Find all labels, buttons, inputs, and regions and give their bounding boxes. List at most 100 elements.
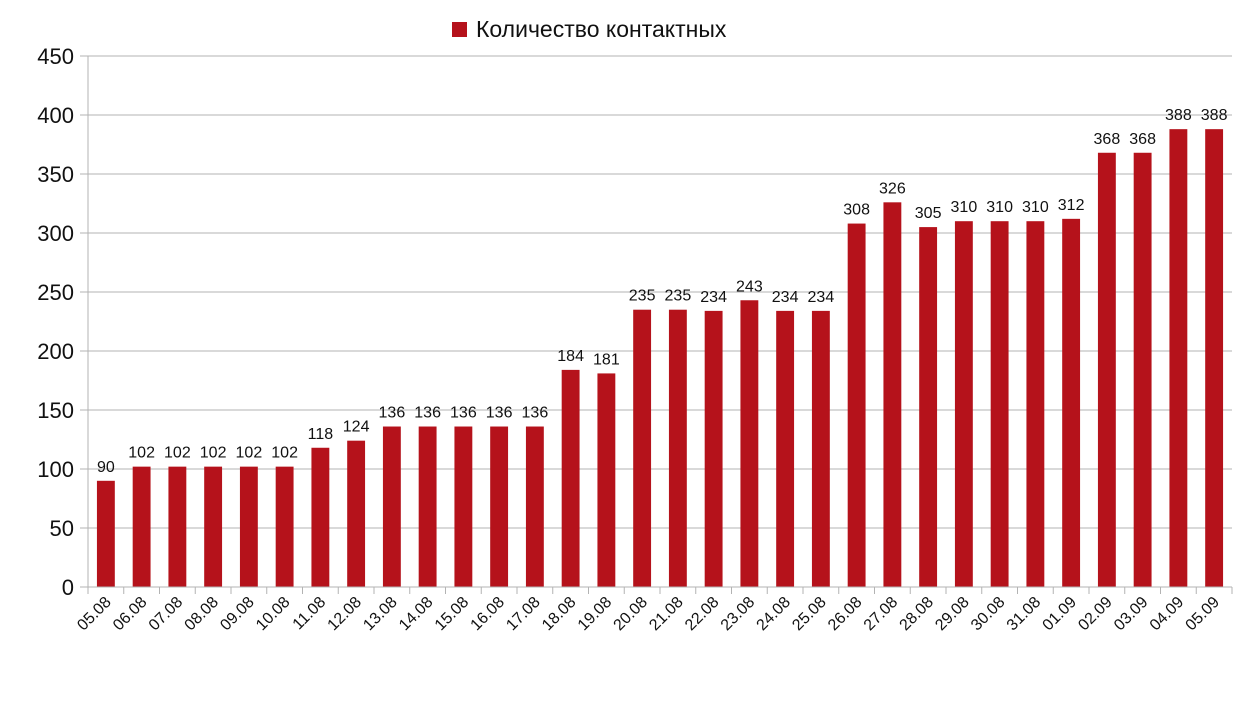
x-tick-label: 22.08 bbox=[682, 594, 722, 634]
bar bbox=[168, 466, 187, 587]
data-label: 310 bbox=[951, 199, 978, 216]
x-tick-label: 29.08 bbox=[932, 594, 972, 634]
bar bbox=[239, 466, 258, 587]
bar bbox=[561, 369, 580, 587]
data-label: 136 bbox=[486, 405, 513, 422]
y-tick-label: 100 bbox=[37, 457, 74, 482]
y-tick-label: 50 bbox=[50, 516, 74, 541]
data-label: 102 bbox=[128, 445, 155, 462]
data-label: 243 bbox=[736, 278, 763, 295]
legend-swatch bbox=[452, 22, 467, 37]
data-label: 234 bbox=[772, 289, 799, 306]
y-tick-label: 0 bbox=[62, 575, 74, 600]
bar bbox=[1062, 218, 1081, 587]
bar bbox=[132, 466, 151, 587]
x-tick-label: 25.08 bbox=[789, 594, 829, 634]
y-tick-label: 250 bbox=[37, 280, 74, 305]
x-tick-label: 17.08 bbox=[503, 594, 543, 634]
data-label: 102 bbox=[236, 445, 263, 462]
x-tick-label: 02.09 bbox=[1075, 594, 1115, 634]
bar bbox=[597, 373, 616, 587]
x-tick-label: 21.08 bbox=[646, 594, 686, 634]
bar bbox=[1133, 152, 1152, 587]
bar bbox=[96, 480, 115, 587]
data-label: 368 bbox=[1129, 131, 1156, 148]
y-tick-label: 300 bbox=[37, 221, 74, 246]
data-label: 184 bbox=[557, 348, 584, 365]
data-label: 136 bbox=[379, 405, 406, 422]
data-label: 136 bbox=[414, 405, 441, 422]
bar bbox=[1205, 129, 1224, 587]
x-tick-label: 10.08 bbox=[253, 594, 293, 634]
bar bbox=[525, 426, 544, 587]
data-label: 136 bbox=[522, 405, 549, 422]
bar bbox=[883, 202, 902, 587]
x-tick-label: 15.08 bbox=[432, 594, 472, 634]
data-label: 102 bbox=[164, 445, 191, 462]
legend-label: Количество контактных bbox=[476, 16, 727, 42]
x-tick-label: 11.08 bbox=[290, 594, 330, 634]
x-tick-label: 26.08 bbox=[825, 594, 865, 634]
x-tick-label: 20.08 bbox=[611, 594, 651, 634]
data-label: 310 bbox=[986, 199, 1013, 216]
bar bbox=[311, 447, 330, 587]
data-label: 90 bbox=[97, 459, 115, 476]
x-tick-label: 16.08 bbox=[468, 594, 508, 634]
data-label: 326 bbox=[879, 180, 906, 197]
x-tick-label: 19.08 bbox=[575, 594, 615, 634]
data-label: 388 bbox=[1165, 107, 1192, 124]
bar bbox=[990, 221, 1009, 587]
x-tick-label: 03.09 bbox=[1111, 594, 1151, 634]
bar bbox=[776, 310, 795, 587]
x-tick-label: 04.09 bbox=[1147, 594, 1187, 634]
y-tick-label: 350 bbox=[37, 162, 74, 187]
x-tick-label: 18.08 bbox=[539, 594, 579, 634]
x-tick-label: 05.08 bbox=[74, 594, 114, 634]
y-tick-label: 200 bbox=[37, 339, 74, 364]
data-label: 234 bbox=[808, 289, 835, 306]
data-label: 118 bbox=[308, 426, 334, 443]
bar bbox=[347, 440, 366, 587]
data-label: 310 bbox=[1022, 199, 1049, 216]
data-label: 235 bbox=[665, 288, 692, 305]
x-tick-label: 06.08 bbox=[110, 594, 150, 634]
bar bbox=[1026, 221, 1045, 587]
legend: Количество контактных bbox=[452, 18, 726, 41]
bar bbox=[418, 426, 437, 587]
x-tick-label: 05.09 bbox=[1183, 594, 1223, 634]
data-label: 368 bbox=[1094, 131, 1121, 148]
bar bbox=[1169, 129, 1188, 587]
x-tick-label: 13.08 bbox=[360, 594, 400, 634]
bar bbox=[454, 426, 473, 587]
x-tick-label: 27.08 bbox=[861, 594, 901, 634]
x-tick-label: 01.09 bbox=[1040, 594, 1080, 634]
x-tick-label: 30.08 bbox=[968, 594, 1008, 634]
bar bbox=[204, 466, 223, 587]
data-label: 312 bbox=[1058, 197, 1085, 214]
bar bbox=[668, 309, 687, 587]
x-tick-label: 24.08 bbox=[754, 594, 794, 634]
data-label: 102 bbox=[200, 445, 227, 462]
bar bbox=[847, 223, 866, 587]
data-label: 102 bbox=[271, 445, 298, 462]
bar bbox=[740, 300, 759, 587]
x-tick-label: 07.08 bbox=[146, 594, 186, 634]
data-label: 136 bbox=[450, 405, 477, 422]
data-label: 235 bbox=[629, 288, 656, 305]
y-tick-label: 450 bbox=[37, 44, 74, 69]
bar bbox=[704, 310, 723, 587]
bar bbox=[490, 426, 509, 587]
x-tick-label: 12.08 bbox=[325, 594, 365, 634]
x-tick-label: 14.08 bbox=[396, 594, 436, 634]
data-label: 388 bbox=[1201, 107, 1228, 124]
bar bbox=[275, 466, 294, 587]
y-tick-label: 400 bbox=[37, 103, 74, 128]
x-tick-label: 23.08 bbox=[718, 594, 758, 634]
x-tick-label: 31.08 bbox=[1004, 594, 1044, 634]
x-tick-label: 08.08 bbox=[182, 594, 222, 634]
x-tick-label: 09.08 bbox=[217, 594, 257, 634]
bar bbox=[811, 310, 830, 587]
bar bbox=[1097, 152, 1116, 587]
